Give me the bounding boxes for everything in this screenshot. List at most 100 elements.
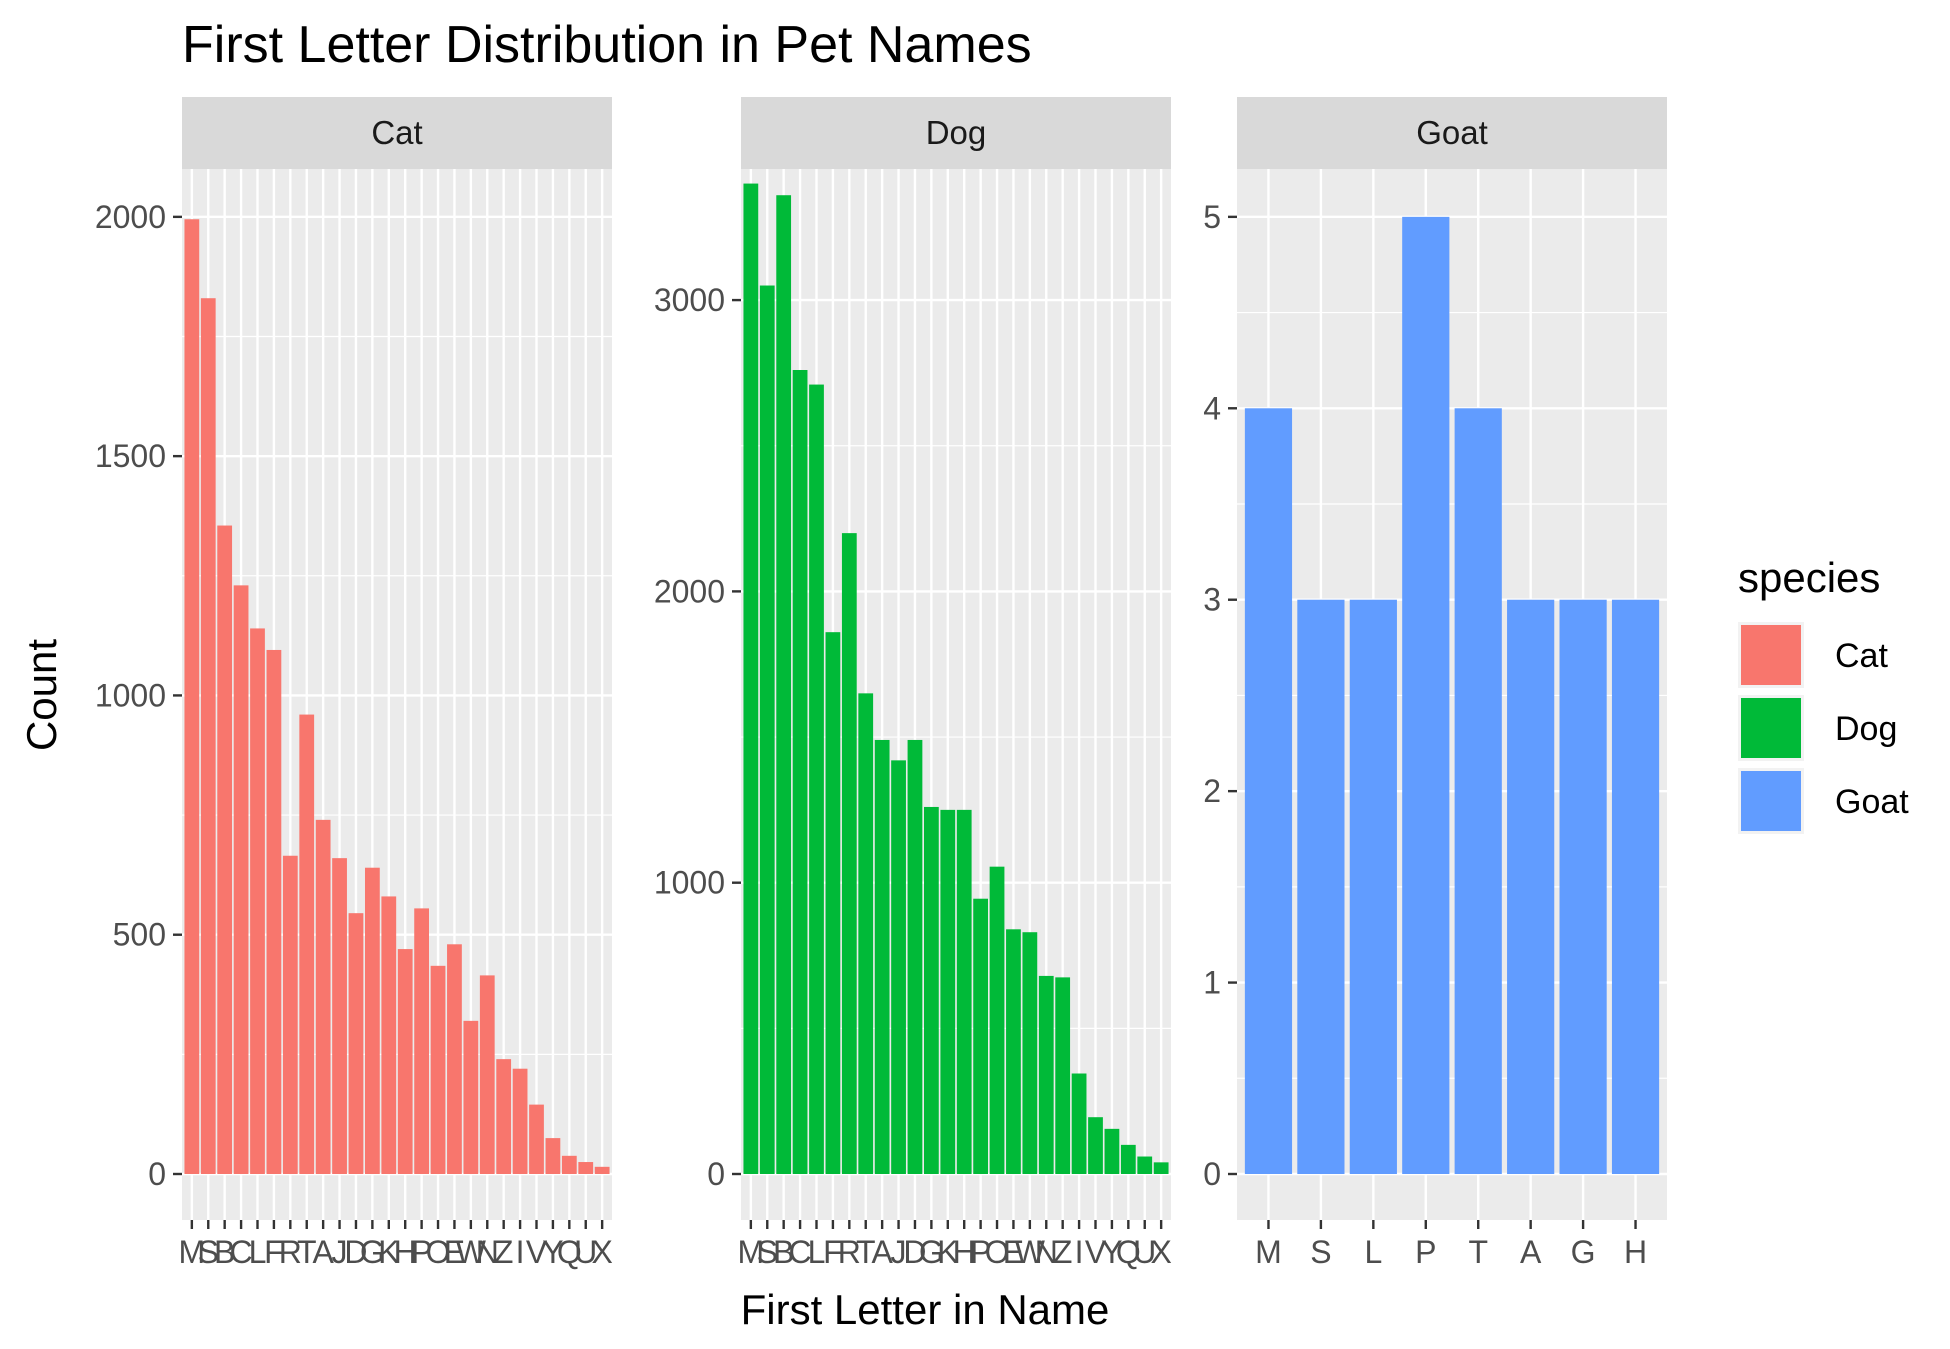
bar-dog-i	[1071, 1073, 1087, 1174]
x-tick-label: A	[871, 1234, 893, 1270]
x-tick-label: O	[985, 1234, 1010, 1270]
bar-dog-h	[956, 809, 972, 1174]
facet-strip-label: Dog	[926, 114, 987, 151]
x-tick-label: E	[444, 1234, 465, 1270]
bar-dog-b	[776, 195, 792, 1174]
x-tick-label: F	[823, 1234, 843, 1270]
x-tick-label: I	[1075, 1234, 1084, 1270]
bar-dog-q	[1120, 1144, 1136, 1174]
facet-strip	[182, 97, 612, 169]
bar-cat-d	[348, 913, 364, 1174]
x-tick-label: S	[1310, 1234, 1331, 1270]
x-tick-label: U	[574, 1234, 597, 1270]
x-tick-label: L	[808, 1234, 826, 1270]
legend-swatch-cat	[1741, 625, 1801, 685]
bar-cat-u	[578, 1162, 594, 1174]
x-tick-label: M	[1255, 1234, 1282, 1270]
x-tick-label: E	[1003, 1234, 1024, 1270]
bar-cat-i	[512, 1068, 528, 1174]
bar-goat-g	[1559, 599, 1607, 1174]
bar-cat-b	[217, 525, 233, 1174]
bar-cat-o	[430, 965, 446, 1174]
y-tick-label: 3000	[654, 282, 725, 318]
x-tick-label: M	[179, 1234, 206, 1270]
y-tick-label: 0	[707, 1156, 725, 1192]
bar-dog-u	[1137, 1156, 1153, 1174]
y-tick-label: 4	[1203, 390, 1221, 426]
x-tick-label: J	[891, 1234, 907, 1270]
x-tick-label: L	[249, 1234, 267, 1270]
y-tick-label: 1500	[95, 438, 166, 474]
bar-goat-t	[1454, 408, 1502, 1174]
facet-goat: Goat 0 1 2 3 4 5 M S L P T A G H	[1203, 97, 1667, 1270]
x-tick-label: Z	[494, 1234, 514, 1270]
y-tick-label: 0	[148, 1156, 166, 1192]
x-tick-label: H	[1624, 1234, 1647, 1270]
x-tick-label: P	[970, 1234, 991, 1270]
x-tick-label: L	[1364, 1234, 1382, 1270]
bar-dog-o	[989, 866, 1005, 1174]
x-tick-label: Y	[542, 1234, 563, 1270]
bar-dog-s	[759, 285, 775, 1174]
bar-dog-x	[1153, 1162, 1169, 1174]
x-tick-label: V	[1085, 1234, 1107, 1270]
bar-cat-m	[184, 219, 200, 1174]
x-tick-label: K	[378, 1234, 399, 1270]
x-tick-label: B	[773, 1234, 794, 1270]
y-tick-label: 2000	[654, 573, 725, 609]
x-tick-label: G	[360, 1234, 385, 1270]
bar-cat-w	[463, 1020, 479, 1174]
bar-cat-a	[315, 819, 331, 1174]
bar-dog-g	[923, 806, 939, 1174]
bar-cat-v	[529, 1104, 544, 1174]
y-tick-label: 500	[113, 917, 166, 953]
bar-goat-l	[1349, 599, 1397, 1174]
y-axis-title: Count	[18, 639, 65, 751]
x-tick-label: A	[312, 1234, 334, 1270]
x-tick-label: C	[789, 1234, 812, 1270]
x-tick-label: N	[1035, 1234, 1058, 1270]
bar-cat-q	[561, 1155, 577, 1174]
x-tick-label: T	[1468, 1234, 1488, 1270]
y-tick-label: 1	[1203, 965, 1221, 1001]
chart-title: First Letter Distribution in Pet Names	[182, 16, 1032, 74]
x-tick-label: W	[456, 1234, 487, 1270]
x-tick-label: S	[757, 1234, 778, 1270]
bar-cat-l	[250, 628, 265, 1174]
legend-swatch-goat	[1741, 771, 1801, 831]
x-tick-label: X	[1150, 1234, 1171, 1270]
x-tick-label: I	[516, 1234, 525, 1270]
x-tick-label: T	[297, 1234, 317, 1270]
bar-goat-m	[1244, 408, 1293, 1174]
bar-cat-h	[397, 949, 413, 1174]
bar-cat-t	[299, 714, 315, 1174]
bar-cat-k	[381, 896, 397, 1174]
x-tick-label: H	[394, 1234, 417, 1270]
x-tick-label: P	[411, 1234, 432, 1270]
bar-dog-y	[1104, 1128, 1120, 1174]
x-tick-label: Q	[557, 1234, 582, 1270]
legend-swatch-dog	[1741, 698, 1801, 758]
y-tick-label: 5	[1203, 199, 1221, 235]
bar-cat-j	[332, 858, 347, 1174]
x-tick-label: Q	[1116, 1234, 1141, 1270]
bar-dog-m	[743, 183, 759, 1175]
bar-dog-c	[792, 370, 808, 1174]
y-tick-label: 3	[1203, 582, 1221, 618]
facet-strip	[1237, 97, 1667, 169]
x-tick-label: K	[937, 1234, 958, 1270]
bar-dog-n	[1038, 975, 1054, 1174]
x-tick-label: U	[1133, 1234, 1156, 1270]
bar-dog-e	[1006, 929, 1021, 1174]
legend-label-cat: Cat	[1835, 637, 1888, 675]
bar-goat-a	[1507, 599, 1555, 1174]
legend-title: species	[1738, 554, 1880, 601]
x-tick-label: N	[476, 1234, 499, 1270]
facet-strip-label: Goat	[1416, 114, 1488, 151]
x-tick-label: G	[919, 1234, 944, 1270]
bar-cat-z	[496, 1059, 512, 1174]
facet-strip-label: Cat	[371, 114, 422, 151]
